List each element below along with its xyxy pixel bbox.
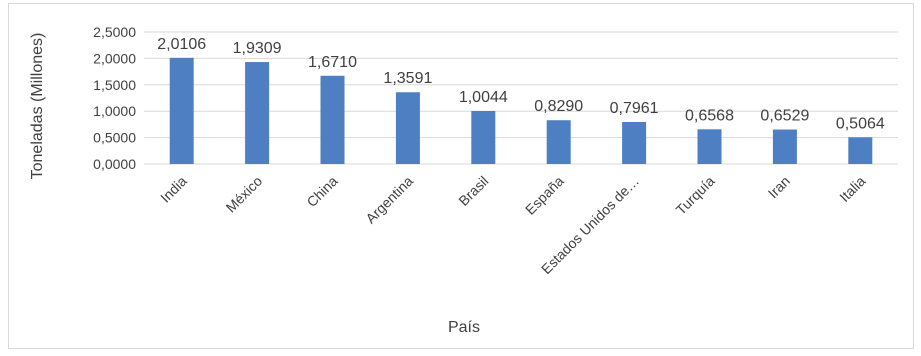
bar	[772, 129, 797, 164]
x-tick-label: India	[157, 173, 190, 206]
x-tick-label: Turquía	[673, 173, 718, 218]
bar	[622, 121, 647, 164]
bar	[245, 62, 270, 165]
chart-frame	[8, 3, 914, 349]
y-tick-label: 2,5000	[93, 24, 136, 40]
x-tick-label: España	[522, 173, 567, 218]
bar	[697, 129, 722, 164]
data-label: 1,9309	[233, 40, 282, 57]
data-label: 0,6529	[760, 108, 809, 125]
data-label: 1,0044	[459, 89, 508, 106]
y-tick-label: 0,5000	[93, 130, 136, 146]
data-label: 0,7961	[610, 100, 659, 117]
x-tick-label: Brasil	[455, 173, 491, 209]
y-tick-label: 1,0000	[93, 103, 136, 119]
x-tick-label: Italia	[836, 173, 868, 205]
data-labels: 2,0106 1,9309 1,6710 1,3591 1,0044 0,8290 0,79…	[157, 36, 885, 132]
y-tick-label: 2,0000	[93, 50, 136, 66]
x-axis-title: País	[448, 319, 480, 336]
x-tick-label: China	[303, 173, 340, 210]
data-label: 0,6568	[685, 107, 734, 124]
bar	[320, 75, 345, 164]
data-label: 1,3591	[383, 70, 432, 87]
bar	[471, 110, 496, 164]
x-tick-label: Argentina	[362, 173, 416, 227]
bar	[848, 137, 873, 164]
y-tick-labels: 0,0000 0,5000 1,0000 1,5000 2,0000 2,5000	[93, 24, 136, 172]
gridlines	[144, 31, 898, 165]
bar	[546, 120, 571, 164]
bar	[395, 92, 420, 164]
data-label: 0,8290	[534, 98, 583, 115]
x-tick-labels: India México China Argentina Brasil EspañaEst…	[157, 173, 869, 277]
x-tick-label: Iran	[765, 173, 793, 201]
data-label: 2,0106	[157, 36, 206, 53]
x-tick-label: México	[223, 173, 266, 216]
data-label: 0,5064	[836, 115, 885, 132]
data-label: 1,6710	[308, 54, 357, 71]
y-tick-label: 0,0000	[93, 156, 136, 172]
bar	[169, 57, 194, 165]
bars	[169, 57, 873, 165]
y-tick-label: 1,5000	[93, 77, 136, 93]
y-axis-title: Toneladas (Millones)	[29, 33, 46, 180]
